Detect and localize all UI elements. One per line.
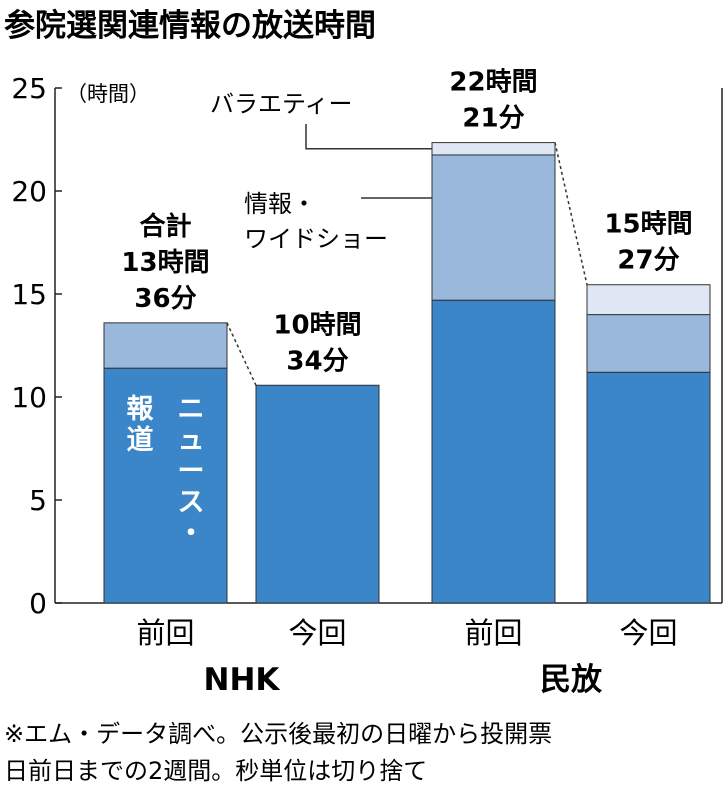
bar-segment: [586, 371, 711, 604]
in-bar-label-char: 報: [127, 394, 155, 425]
bar-total-label: 21分: [462, 104, 524, 134]
x-category-label: 今回: [288, 616, 346, 650]
annotation-info-line1: 情報・: [244, 190, 316, 218]
bar-total-label: 36分: [134, 284, 196, 314]
bar-total-label: 13時間: [121, 248, 209, 278]
x-category-label: 前回: [136, 616, 194, 650]
bar-segment: [586, 284, 711, 316]
annotation-info-line2: ワイドショー: [244, 225, 388, 253]
in-bar-label-char: ス: [178, 487, 205, 518]
x-group-label: NHK: [204, 662, 281, 698]
bar-segment: [103, 367, 228, 604]
bar-segment: [586, 314, 711, 373]
bar-total-label: 10時間: [273, 310, 361, 340]
bar-segment: [103, 322, 228, 369]
bar-segment: [431, 299, 556, 604]
bar-segment: [431, 154, 556, 301]
y-axis-unit: （時間）: [66, 82, 150, 106]
footnote-line2: 日前日までの2週間。秒単位は切り捨て: [4, 757, 427, 785]
bar-total-label: 34分: [286, 346, 348, 376]
in-bar-label-char: 道: [127, 424, 154, 456]
y-tick-label: 15: [11, 278, 47, 311]
chart-title: 参院選関連情報の放送時間: [4, 8, 376, 44]
annotation-variety: バラエティー: [210, 90, 353, 118]
connector-line-nhk: [226, 322, 257, 386]
connector-line-minpo: [554, 142, 588, 285]
y-tick-label: 25: [11, 72, 47, 105]
in-bar-label-char: ー: [178, 456, 205, 487]
footnote-line1: ※エム・データ調べ。公示後最初の日曜から投開票: [4, 720, 552, 748]
x-category-label: 前回: [464, 616, 522, 650]
bar-segment: [431, 142, 556, 156]
y-tick-label: 20: [11, 175, 47, 208]
bar-segment: [255, 384, 380, 604]
y-tick-label: 10: [11, 381, 47, 414]
leader-line-variety: [305, 124, 432, 150]
in-bar-label-char: ュ: [178, 425, 205, 456]
bar-total-label: 22時間: [449, 68, 537, 98]
y-tick-label: 5: [29, 484, 47, 517]
x-category-label: 今回: [619, 616, 677, 650]
bar-total-label: 15時間: [604, 210, 692, 240]
in-bar-label-char: ・: [178, 518, 205, 549]
x-group-label: 民放: [540, 662, 603, 698]
bar-total-label: 27分: [617, 246, 679, 276]
bar-total-label: 合計: [139, 211, 191, 242]
y-tick-label: 0: [29, 587, 47, 620]
in-bar-label-char: ニ: [178, 394, 205, 425]
